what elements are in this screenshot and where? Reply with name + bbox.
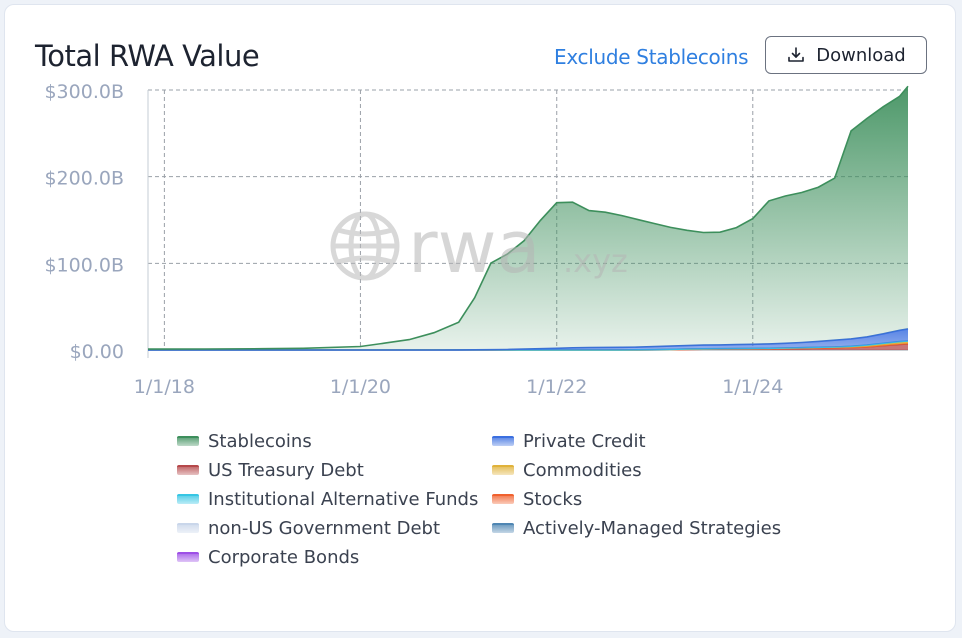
series-areas: [147, 85, 909, 351]
legend-item-stablecoins[interactable]: Stablecoins: [177, 430, 492, 452]
legend-item-stocks[interactable]: Stocks: [492, 488, 792, 510]
legend-label: Stablecoins: [208, 430, 312, 452]
legend-swatch: [177, 523, 199, 533]
y-tick-label: $200.0B: [44, 168, 124, 190]
legend-item-private-credit[interactable]: Private Credit: [492, 430, 792, 452]
chart-legend: Stablecoins Private Credit US Treasury Deb…: [177, 430, 817, 568]
legend-label: Corporate Bonds: [208, 546, 360, 568]
x-tick-label: 1/1/24: [722, 376, 783, 398]
legend-swatch: [177, 465, 199, 475]
area-us-treasury-debt[interactable]: [148, 343, 908, 350]
legend-swatch: [492, 465, 514, 475]
legend-label: Commodities: [523, 459, 642, 481]
legend-swatch: [492, 494, 514, 504]
line-stablecoins: [147, 85, 909, 350]
x-tick-label: 1/1/22: [526, 376, 587, 398]
chart-title: Total RWA Value: [35, 39, 260, 73]
area-stablecoins[interactable]: [148, 86, 908, 350]
globe-icon: [330, 211, 400, 281]
legend-item-institutional-alternative-funds[interactable]: Institutional Alternative Funds: [177, 488, 492, 510]
legend-item-commodities[interactable]: Commodities: [492, 459, 792, 481]
legend-item-us-treasury-debt[interactable]: US Treasury Debt: [177, 459, 492, 481]
legend-label: Stocks: [523, 488, 583, 510]
axes: $0.00 $100.0B $200.0B $300.0B 1/1/18 1/1/20 1/…: [44, 81, 783, 398]
legend-label: non-US Government Debt: [208, 517, 441, 539]
rwa-watermark: rwa .xyz: [330, 205, 628, 289]
x-tick-label: 1/1/18: [134, 376, 195, 398]
x-tick-label: 1/1/20: [330, 376, 391, 398]
watermark-text: rwa: [408, 205, 541, 289]
legend-swatch: [177, 494, 199, 504]
y-tick-label: $0.00: [70, 341, 124, 363]
legend-label: Private Credit: [523, 430, 646, 452]
exclude-stablecoins-toggle[interactable]: Exclude Stablecoins: [554, 45, 749, 69]
legend-swatch: [177, 552, 199, 562]
legend-label: Actively-Managed Strategies: [523, 517, 782, 539]
legend-item-actively-managed-strategies[interactable]: Actively-Managed Strategies: [492, 517, 792, 539]
legend-item-non-us-government-debt[interactable]: non-US Government Debt: [177, 517, 492, 539]
watermark-suffix: .xyz: [563, 242, 628, 280]
y-tick-label: $100.0B: [44, 254, 124, 276]
legend-label: US Treasury Debt: [208, 459, 364, 481]
download-icon: [788, 47, 805, 62]
legend-swatch: [492, 436, 514, 446]
y-tick-label: $300.0B: [44, 81, 124, 103]
legend-swatch: [177, 436, 199, 446]
legend-item-corporate-bonds[interactable]: Corporate Bonds: [177, 546, 492, 568]
download-button[interactable]: Download: [765, 36, 927, 74]
download-label: Download: [816, 44, 906, 66]
legend-swatch: [492, 523, 514, 533]
legend-label: Institutional Alternative Funds: [208, 488, 479, 510]
